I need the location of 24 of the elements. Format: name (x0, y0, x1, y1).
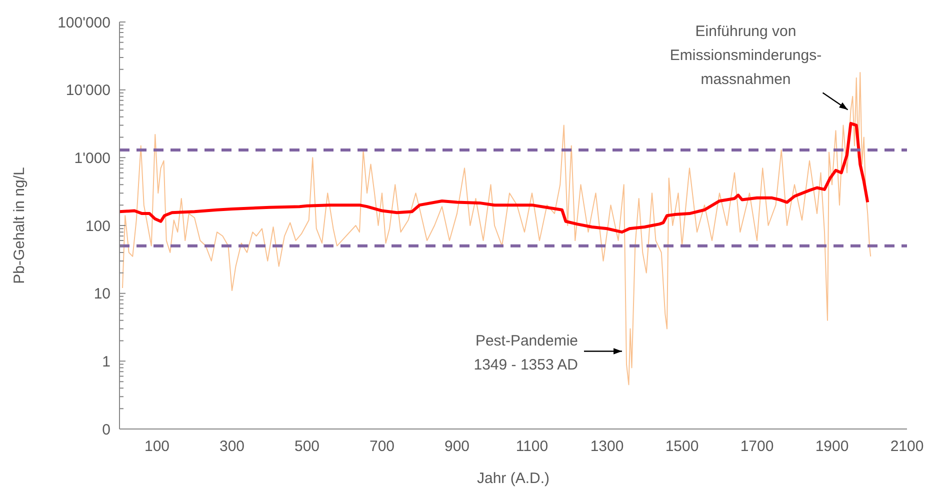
x-tick-label: 100 (144, 438, 170, 455)
x-tick-label: 2100 (890, 438, 924, 455)
line-series (118, 122, 870, 234)
y-tick-label: 100 (85, 218, 110, 235)
y-tick-label: 10 (94, 286, 110, 303)
x-tick-label: 700 (369, 438, 395, 455)
y-tick-label: 1 (102, 353, 110, 370)
x-tick-label: 1100 (516, 438, 548, 455)
y-tick-label: 1'000 (74, 150, 110, 167)
annotation: Einführung von Emissionsminderungs- massnahmen (670, 22, 822, 88)
x-tick-label: 1500 (665, 438, 699, 455)
line-series (122, 72, 872, 386)
y-axis-title: Pb-Gehalt in ng/L (11, 167, 28, 284)
y-tick-label: 0 (102, 421, 110, 438)
x-axis-title: Jahr (A.D.) (476, 470, 550, 487)
x-tick-label: 1900 (815, 438, 849, 455)
x-tick-label: 900 (444, 438, 470, 455)
x-tick-label: 500 (294, 438, 320, 455)
x-tick-label: 1700 (740, 438, 774, 455)
y-tick-label: 100'000 (58, 14, 110, 32)
x-tick-label: 300 (219, 438, 245, 455)
annotation: Pest-Pandemie 1349 - 1353 AD (474, 332, 578, 374)
x-tick-label: 1300 (590, 438, 624, 455)
y-tick-label: 10'000 (66, 82, 110, 100)
